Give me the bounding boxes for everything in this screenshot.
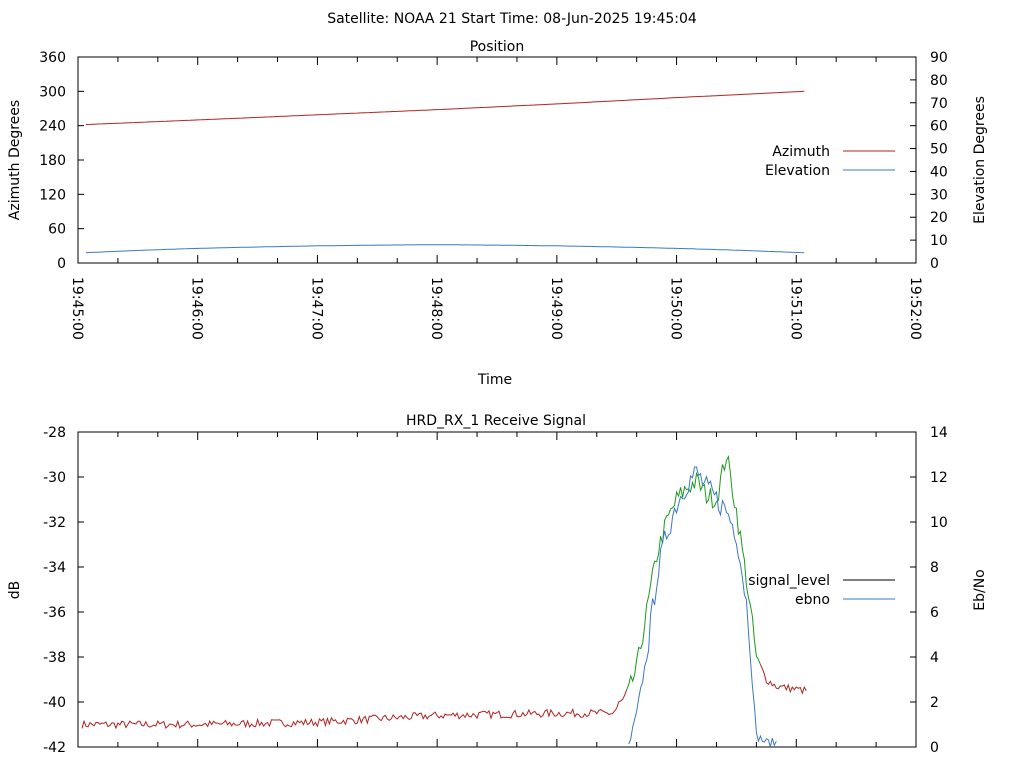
y-tick-label: -34	[43, 560, 66, 576]
y-tick-label: -30	[43, 470, 66, 486]
y2-tick-label: 8	[930, 560, 939, 576]
signal-chart: HRD_RX_1 Receive Signal dB Eb/No -28-30-…	[7, 413, 988, 756]
x-tick-label: 19:46:00	[189, 277, 205, 340]
signal-legend: signal_level ebno	[748, 573, 895, 608]
legend-ebno-label: ebno	[795, 592, 830, 608]
position-y2-ticks: 0 10 20 30 40 50 60 70 80 90	[910, 50, 948, 272]
position-x-ticks: 19:45:00 19:46:00 19:47:00 19:48:00 19:49:00…	[69, 57, 923, 340]
y2-tick-label: 90	[930, 50, 948, 66]
y2-tick-label: 40	[930, 164, 948, 180]
series-signal-level-line-pre-pass	[81, 689, 628, 730]
signal-chart-title: HRD_RX_1 Receive Signal	[406, 413, 586, 429]
position-xlabel: Time	[477, 372, 512, 388]
signal-y2label: Eb/No	[972, 569, 988, 611]
x-tick-label: 19:45:00	[69, 277, 85, 340]
y2-tick-label: 6	[930, 605, 939, 621]
y2-tick-label: 70	[930, 96, 948, 112]
series-elevation-line	[85, 244, 805, 254]
y-tick-label: -42	[43, 740, 66, 756]
y-tick-label: 360	[39, 50, 66, 66]
x-tick-label: 19:50:00	[668, 277, 684, 340]
y-tick-label: 300	[39, 84, 66, 100]
position-series	[85, 90, 805, 254]
signal-series	[81, 455, 807, 748]
y2-tick-label: 80	[930, 73, 948, 89]
y-tick-label: -28	[43, 425, 66, 441]
series-signal-level-line-post-pass	[759, 664, 807, 695]
y2-tick-label: 14	[930, 425, 948, 441]
y-tick-label: 60	[48, 222, 66, 238]
position-legend: Azimuth Elevation	[765, 144, 895, 179]
signal-y-ticks: -28 -30 -32 -34 -36 -38 -40 -42	[43, 425, 84, 756]
y-tick-label: -40	[43, 695, 66, 711]
y2-tick-label: 10	[930, 515, 948, 531]
position-plot-frame	[77, 56, 917, 264]
legend-signal-level-label: signal_level	[748, 573, 830, 589]
y2-tick-label: 20	[930, 210, 948, 226]
x-tick-label: 19:48:00	[428, 277, 444, 340]
main-title: Satellite: NOAA 21 Start Time: 08-Jun-20…	[327, 11, 697, 27]
x-tick-label: 19:49:00	[548, 277, 564, 340]
y2-tick-label: 12	[930, 470, 948, 486]
y2-tick-label: 10	[930, 233, 948, 249]
legend-elevation-label: Elevation	[765, 163, 830, 179]
y-tick-label: -38	[43, 650, 66, 666]
y-tick-label: -32	[43, 515, 66, 531]
x-tick-label: 19:47:00	[308, 277, 324, 340]
series-azimuth-line	[85, 90, 805, 125]
y2-tick-label: 50	[930, 142, 948, 158]
y-tick-label: 0	[57, 256, 66, 272]
y-tick-label: 120	[39, 187, 66, 203]
x-tick-label: 19:52:00	[907, 277, 923, 340]
signal-plot-frame	[77, 431, 917, 748]
position-y-ticks: 0 60 120 180 240 300 360	[39, 50, 84, 272]
y-tick-label: 180	[39, 153, 66, 169]
y2-tick-label: 30	[930, 187, 948, 203]
y-tick-label: 240	[39, 119, 66, 135]
signal-ylabel: dB	[7, 581, 23, 600]
y2-tick-label: 0	[930, 256, 939, 272]
series-ebno-line	[628, 466, 777, 748]
signal-y2-ticks: 0 2 4 6 8 10 12 14	[910, 425, 948, 756]
series-signal-level-line-pass	[626, 455, 761, 690]
position-ylabel: Azimuth Degrees	[7, 100, 23, 220]
position-chart: Position Azimuth Degrees Elevation Degre…	[7, 39, 988, 388]
x-tick-label: 19:51:00	[787, 277, 803, 340]
y2-tick-label: 0	[930, 740, 939, 756]
y2-tick-label: 60	[930, 119, 948, 135]
y2-tick-label: 2	[930, 695, 939, 711]
y2-tick-label: 4	[930, 650, 939, 666]
y-tick-label: -36	[43, 605, 66, 621]
position-y2label: Elevation Degrees	[972, 96, 988, 224]
legend-azimuth-label: Azimuth	[772, 144, 830, 160]
position-chart-title: Position	[470, 39, 525, 55]
signal-x-ticks	[77, 432, 917, 747]
